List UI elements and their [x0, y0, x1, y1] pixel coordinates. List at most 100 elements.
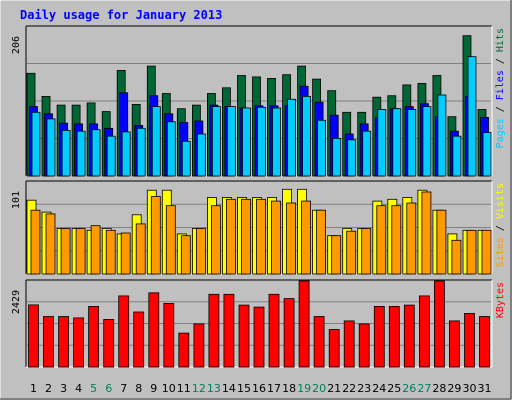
x-tick-label-day-30: 30: [463, 382, 477, 395]
bar-pages-day-4: [76, 130, 86, 177]
plot-layer: [25, 25, 493, 368]
bar-kbytes-day-30: [464, 312, 475, 368]
bar-kbytes-day-3: [58, 316, 69, 368]
bar-kbytes-day-16: [253, 306, 265, 368]
bar-kbytes-day-13: [208, 293, 220, 368]
bar-sites-day-14: [225, 198, 236, 275]
bar-pages-day-26: [407, 109, 417, 177]
bar-pages-day-1: [31, 111, 41, 177]
bar-sites-day-30: [466, 229, 477, 275]
bar-sites-day-18: [286, 202, 297, 275]
chart-title: Daily usage for January 2013: [20, 8, 222, 22]
bar-pages-day-12: [196, 133, 206, 177]
x-tick-label-day-29: 29: [447, 382, 461, 395]
bar-kbytes-day-25: [388, 305, 400, 368]
bar-pages-day-17: [272, 107, 281, 177]
bar-sites-day-21: [331, 235, 342, 275]
bar-kbytes-day-10: [163, 302, 175, 368]
bar-sites-day-5: [90, 225, 101, 275]
x-tick-label-day-23: 23: [357, 382, 371, 395]
bar-sites-day-16: [256, 198, 266, 275]
bar-kbytes-day-24: [373, 305, 385, 368]
bar-pages-day-18: [287, 98, 297, 177]
x-tick-label-day-28: 28: [432, 382, 446, 395]
panel-2-ymax-label: 101: [11, 191, 22, 209]
legend-entry-kbytes: KBytes: [495, 282, 506, 318]
x-tick-label-day-12: 12: [192, 382, 206, 395]
bar-kbytes-day-23: [358, 323, 370, 368]
bar-sites-day-6: [105, 229, 116, 275]
bar-kbytes-day-7: [118, 295, 130, 368]
bar-pages-day-27: [422, 106, 432, 177]
x-tick-label-day-15: 15: [237, 382, 251, 395]
bar-sites-day-1: [30, 209, 41, 275]
bar-kbytes-day-14: [223, 293, 235, 368]
x-tick-label-day-24: 24: [372, 382, 386, 395]
bar-sites-day-26: [406, 202, 417, 275]
bar-sites-day-10: [165, 205, 176, 275]
bar-sites-day-2: [45, 213, 56, 275]
x-tick-label-day-25: 25: [387, 382, 401, 395]
bar-kbytes-day-19: [298, 280, 310, 368]
x-tick-label-day-13: 13: [207, 382, 221, 395]
x-tick-label-day-2: 2: [45, 382, 52, 395]
bar-sites-day-28: [436, 209, 447, 275]
bar-pages-day-23: [362, 130, 372, 177]
x-tick-label-day-5: 5: [90, 382, 97, 395]
x-tick-label-day-14: 14: [222, 382, 236, 395]
panel-1: [25, 25, 493, 177]
x-tick-label-day-22: 22: [342, 382, 356, 395]
bar-kbytes-day-9: [148, 292, 160, 368]
bar-pages-day-22: [347, 139, 357, 177]
bar-pages-day-21: [332, 137, 342, 177]
bar-kbytes-day-27: [418, 295, 430, 368]
bar-pages-day-7: [121, 131, 131, 177]
x-tick-label-day-20: 20: [312, 382, 326, 395]
bar-pages-day-20: [317, 119, 327, 177]
x-tick-label-day-26: 26: [402, 382, 416, 395]
x-tick-label-day-27: 27: [417, 382, 431, 395]
bar-kbytes-day-8: [133, 311, 145, 368]
bar-sites-day-23: [361, 228, 372, 275]
x-tick-label-day-8: 8: [135, 382, 142, 395]
bar-pages-day-31: [482, 132, 492, 177]
x-tick-label-day-7: 7: [120, 382, 127, 395]
bar-pages-day-16: [257, 106, 266, 177]
legend-entry-sites: Sites: [495, 237, 506, 267]
bar-sites-day-9: [150, 196, 161, 275]
x-tick-label-day-16: 16: [252, 382, 266, 395]
bar-sites-day-19: [301, 200, 312, 275]
bar-kbytes-day-11: [178, 332, 190, 368]
x-tick-label-day-19: 19: [297, 382, 311, 395]
x-tick-label-day-21: 21: [327, 382, 341, 395]
bar-pages-day-11: [181, 140, 191, 177]
bar-sites-day-25: [391, 205, 402, 275]
panel-3-legend-label: KBytes: [495, 282, 506, 318]
bar-sites-day-29: [451, 239, 462, 275]
bar-pages-day-30: [467, 56, 477, 177]
panel-2-legend-label: Sites / Visits: [495, 183, 506, 267]
bar-sites-day-27: [421, 191, 432, 275]
bar-kbytes-day-6: [103, 318, 115, 368]
x-tick-label-day-9: 9: [150, 382, 157, 395]
panel-3: [25, 279, 493, 368]
bar-pages-day-3: [61, 129, 71, 177]
bar-kbytes-day-1: [28, 304, 39, 368]
legend-entry-hits: Hits: [495, 28, 506, 52]
bar-pages-day-10: [166, 121, 176, 177]
bar-pages-day-15: [242, 107, 251, 177]
bar-kbytes-day-4: [73, 317, 84, 368]
bar-kbytes-day-17: [268, 293, 280, 368]
bar-pages-day-2: [46, 118, 56, 177]
bar-sites-day-20: [316, 209, 327, 275]
x-tick-label-day-11: 11: [177, 382, 191, 395]
bar-kbytes-day-21: [328, 329, 340, 368]
legend-separator: /: [495, 52, 506, 70]
x-tick-label-day-1: 1: [30, 382, 37, 395]
x-tick-label-day-4: 4: [75, 382, 82, 395]
bar-kbytes-day-26: [403, 304, 415, 368]
legend-entry-pages: Pages: [495, 118, 506, 148]
bar-kbytes-day-18: [283, 298, 295, 368]
bar-kbytes-day-31: [479, 316, 490, 368]
panel-1-legend-label: Pages / Files / Hits: [495, 28, 506, 148]
